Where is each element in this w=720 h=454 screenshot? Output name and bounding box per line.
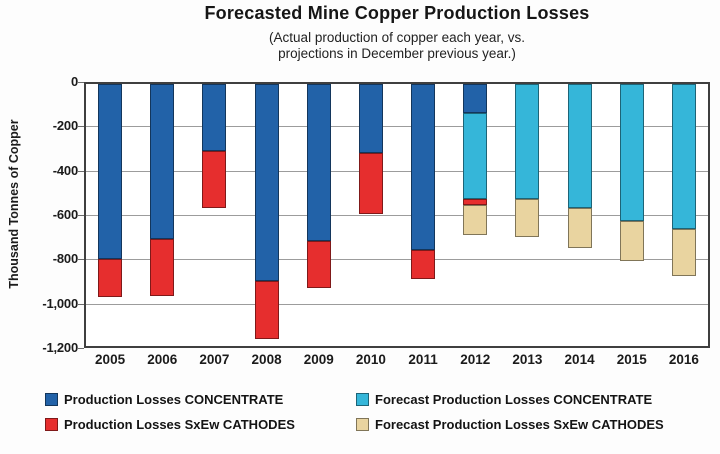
bar-2006 xyxy=(150,84,175,296)
subtitle-line-1: (Actual production of copper each year, … xyxy=(269,30,525,45)
gridline xyxy=(86,303,708,305)
x-tick-label-2006: 2006 xyxy=(147,352,178,367)
legend-item-production-losses-concentrate: Production Losses CONCENTRATE xyxy=(45,391,283,407)
y-tick-label: -400 xyxy=(52,162,78,178)
bar-2010 xyxy=(358,84,383,214)
chart-title: Forecasted Mine Copper Production Losses xyxy=(204,3,590,23)
legend-label: Production Losses CONCENTRATE xyxy=(64,391,284,407)
y-tick-mark xyxy=(78,348,84,349)
bar-2013 xyxy=(515,84,540,237)
chart-subtitle: (Actual production of copper each year, … xyxy=(84,30,710,62)
bar-segment xyxy=(671,84,696,230)
x-tick-label-2013: 2013 xyxy=(512,352,543,367)
bar-segment xyxy=(515,84,540,200)
legend: Production Losses CONCENTRATE Production… xyxy=(0,385,720,445)
y-tick-label: -800 xyxy=(52,251,78,267)
x-tick-label-2011: 2011 xyxy=(408,352,438,367)
gridline xyxy=(86,259,708,261)
plot-area xyxy=(84,82,710,348)
bar-segment xyxy=(254,281,279,339)
bar-segment xyxy=(150,84,175,240)
legend-item-forecast-production-losses-sxew-cathodes: Forecast Production Losses SxEw CATHODES xyxy=(356,416,664,432)
gridline xyxy=(86,126,708,128)
bar-segment xyxy=(98,84,123,260)
legend-item-production-losses-sxew-cathodes: Production Losses SxEw CATHODES xyxy=(45,416,295,432)
legend-label: Forecast Production Losses CONCENTRATE xyxy=(375,391,653,407)
legend-item-forecast-production-losses-concentrate: Forecast Production Losses CONCENTRATE xyxy=(356,391,652,407)
bar-2007 xyxy=(202,84,227,209)
bar-segment xyxy=(254,84,279,282)
bar-segment xyxy=(463,204,488,235)
legend-swatch-forecast-cathodes-icon xyxy=(356,417,369,431)
y-tick-mark xyxy=(78,82,84,83)
x-tick-label-2007: 2007 xyxy=(199,352,230,367)
bar-segment xyxy=(411,84,436,251)
legend-swatch-cathodes-icon xyxy=(45,417,58,431)
bar-2009 xyxy=(306,84,331,288)
legend-swatch-forecast-concentrate-icon xyxy=(356,392,369,406)
x-tick-label-2008: 2008 xyxy=(251,352,282,367)
gridline xyxy=(86,170,708,172)
bar-segment xyxy=(306,241,331,288)
x-tick-label-2012: 2012 xyxy=(460,352,491,367)
y-tick-label: -200 xyxy=(52,118,78,134)
bar-segment xyxy=(567,208,592,249)
bar-2014 xyxy=(567,84,592,249)
x-tick-label-2016: 2016 xyxy=(668,352,699,367)
bar-segment xyxy=(150,239,175,296)
y-tick-mark xyxy=(78,259,84,261)
y-tick-mark xyxy=(78,170,84,172)
bar-segment xyxy=(671,229,696,276)
bar-segment xyxy=(619,84,644,222)
x-tick-label-2009: 2009 xyxy=(303,352,334,367)
bar-segment xyxy=(463,199,488,205)
x-tick-label-2014: 2014 xyxy=(564,352,595,367)
bar-2016 xyxy=(671,84,696,276)
bar-segment xyxy=(463,84,488,113)
y-tick-mark xyxy=(78,303,84,305)
y-tick-mark xyxy=(78,215,84,216)
y-tick-label: -600 xyxy=(52,207,78,222)
legend-label: Production Losses SxEw CATHODES xyxy=(64,416,295,432)
bar-segment xyxy=(567,84,592,209)
y-tick-label: -1,000 xyxy=(42,295,78,311)
bar-2015 xyxy=(619,84,644,262)
bar-segment xyxy=(515,199,540,237)
subtitle-line-2: projections in December previous year.) xyxy=(278,46,516,61)
x-tick-label-2010: 2010 xyxy=(355,352,386,367)
bar-segment xyxy=(411,250,436,280)
bar-2011 xyxy=(411,84,436,280)
bar-2008 xyxy=(254,84,279,339)
bar-segment xyxy=(98,259,123,297)
y-tick-label: -1,200 xyxy=(42,340,78,355)
x-tick-label-2015: 2015 xyxy=(616,352,647,367)
bar-segment xyxy=(202,84,227,151)
gridline xyxy=(86,215,708,216)
y-tick-mark xyxy=(78,126,84,128)
x-tick-label-2005: 2005 xyxy=(95,352,126,367)
bar-segment xyxy=(619,221,644,262)
legend-swatch-concentrate-icon xyxy=(45,392,58,406)
y-tick-label: 0 xyxy=(70,74,78,89)
bar-segment xyxy=(202,150,227,209)
bar-2005 xyxy=(98,84,123,297)
bar-segment xyxy=(358,152,383,214)
bar-segment xyxy=(463,112,488,200)
bar-segment xyxy=(358,84,383,153)
bar-2012 xyxy=(463,84,488,235)
bar-segment xyxy=(306,84,331,242)
legend-label: Forecast Production Losses SxEw CATHODES xyxy=(375,416,664,432)
